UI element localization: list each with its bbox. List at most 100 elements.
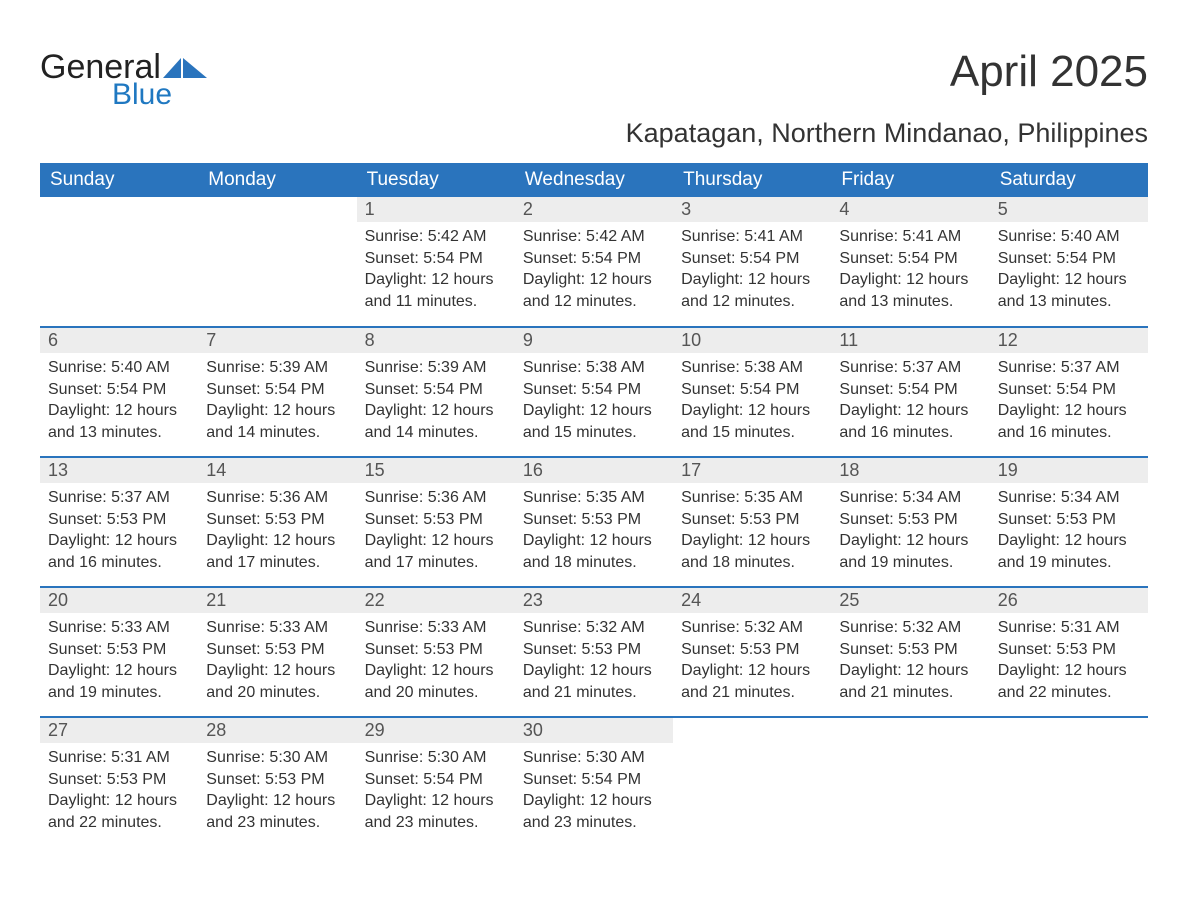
logo-word-blue: Blue xyxy=(112,80,207,110)
day-content: Sunrise: 5:38 AMSunset: 5:54 PMDaylight:… xyxy=(673,353,831,451)
daylight-line: Daylight: 12 hours and 19 minutes. xyxy=(48,660,190,703)
day-content: Sunrise: 5:33 AMSunset: 5:53 PMDaylight:… xyxy=(198,613,356,711)
sunset-line: Sunset: 5:54 PM xyxy=(523,769,665,791)
logo: General Blue xyxy=(40,50,207,110)
day-content: Sunrise: 5:40 AMSunset: 5:54 PMDaylight:… xyxy=(40,353,198,451)
day-content: Sunrise: 5:39 AMSunset: 5:54 PMDaylight:… xyxy=(198,353,356,451)
day-content: Sunrise: 5:41 AMSunset: 5:54 PMDaylight:… xyxy=(831,222,989,320)
daylight-line: Daylight: 12 hours and 22 minutes. xyxy=(998,660,1140,703)
daylight-line: Daylight: 12 hours and 20 minutes. xyxy=(206,660,348,703)
day-number: 28 xyxy=(198,718,356,743)
daylight-line: Daylight: 12 hours and 16 minutes. xyxy=(48,530,190,573)
day-content: Sunrise: 5:32 AMSunset: 5:53 PMDaylight:… xyxy=(673,613,831,711)
day-number: 15 xyxy=(357,458,515,483)
day-number: 22 xyxy=(357,588,515,613)
daylight-line: Daylight: 12 hours and 16 minutes. xyxy=(839,400,981,443)
day-number: 5 xyxy=(990,197,1148,222)
day-content: Sunrise: 5:36 AMSunset: 5:53 PMDaylight:… xyxy=(357,483,515,581)
calendar-day-cell: 5Sunrise: 5:40 AMSunset: 5:54 PMDaylight… xyxy=(990,197,1148,327)
day-number: 7 xyxy=(198,328,356,353)
calendar-day-cell: 4Sunrise: 5:41 AMSunset: 5:54 PMDaylight… xyxy=(831,197,989,327)
calendar-day-cell: 19Sunrise: 5:34 AMSunset: 5:53 PMDayligh… xyxy=(990,457,1148,587)
calendar-day-cell: 10Sunrise: 5:38 AMSunset: 5:54 PMDayligh… xyxy=(673,327,831,457)
daylight-line: Daylight: 12 hours and 19 minutes. xyxy=(998,530,1140,573)
sunrise-line: Sunrise: 5:41 AM xyxy=(681,226,823,248)
sunrise-line: Sunrise: 5:37 AM xyxy=(839,357,981,379)
sunset-line: Sunset: 5:53 PM xyxy=(365,639,507,661)
day-content: Sunrise: 5:37 AMSunset: 5:53 PMDaylight:… xyxy=(40,483,198,581)
sunrise-line: Sunrise: 5:30 AM xyxy=(206,747,348,769)
calendar-week-row: 6Sunrise: 5:40 AMSunset: 5:54 PMDaylight… xyxy=(40,327,1148,457)
sunset-line: Sunset: 5:54 PM xyxy=(998,379,1140,401)
calendar-day-cell: 2Sunrise: 5:42 AMSunset: 5:54 PMDaylight… xyxy=(515,197,673,327)
sunrise-line: Sunrise: 5:42 AM xyxy=(365,226,507,248)
sunrise-line: Sunrise: 5:33 AM xyxy=(48,617,190,639)
daylight-line: Daylight: 12 hours and 17 minutes. xyxy=(365,530,507,573)
day-number: 25 xyxy=(831,588,989,613)
calendar-day-cell: 12Sunrise: 5:37 AMSunset: 5:54 PMDayligh… xyxy=(990,327,1148,457)
daylight-line: Daylight: 12 hours and 18 minutes. xyxy=(681,530,823,573)
daylight-line: Daylight: 12 hours and 19 minutes. xyxy=(839,530,981,573)
sunrise-line: Sunrise: 5:35 AM xyxy=(681,487,823,509)
calendar-day-cell: 22Sunrise: 5:33 AMSunset: 5:53 PMDayligh… xyxy=(357,587,515,717)
day-content: Sunrise: 5:33 AMSunset: 5:53 PMDaylight:… xyxy=(40,613,198,711)
day-content: Sunrise: 5:30 AMSunset: 5:54 PMDaylight:… xyxy=(515,743,673,841)
sunrise-line: Sunrise: 5:32 AM xyxy=(523,617,665,639)
sunset-line: Sunset: 5:53 PM xyxy=(998,509,1140,531)
daylight-line: Daylight: 12 hours and 22 minutes. xyxy=(48,790,190,833)
sunrise-line: Sunrise: 5:40 AM xyxy=(998,226,1140,248)
day-content: Sunrise: 5:34 AMSunset: 5:53 PMDaylight:… xyxy=(831,483,989,581)
calendar-day-cell: 27Sunrise: 5:31 AMSunset: 5:53 PMDayligh… xyxy=(40,717,198,847)
sunset-line: Sunset: 5:54 PM xyxy=(206,379,348,401)
daylight-line: Daylight: 12 hours and 23 minutes. xyxy=(365,790,507,833)
daylight-line: Daylight: 12 hours and 12 minutes. xyxy=(681,269,823,312)
day-content: Sunrise: 5:42 AMSunset: 5:54 PMDaylight:… xyxy=(357,222,515,320)
calendar-week-row: 20Sunrise: 5:33 AMSunset: 5:53 PMDayligh… xyxy=(40,587,1148,717)
daylight-line: Daylight: 12 hours and 17 minutes. xyxy=(206,530,348,573)
daylight-line: Daylight: 12 hours and 16 minutes. xyxy=(998,400,1140,443)
day-content: Sunrise: 5:30 AMSunset: 5:53 PMDaylight:… xyxy=(198,743,356,841)
calendar-day-cell xyxy=(673,717,831,847)
calendar-body: 1Sunrise: 5:42 AMSunset: 5:54 PMDaylight… xyxy=(40,197,1148,847)
calendar-day-cell: 15Sunrise: 5:36 AMSunset: 5:53 PMDayligh… xyxy=(357,457,515,587)
daylight-line: Daylight: 12 hours and 15 minutes. xyxy=(681,400,823,443)
calendar-day-cell: 1Sunrise: 5:42 AMSunset: 5:54 PMDaylight… xyxy=(357,197,515,327)
day-content: Sunrise: 5:34 AMSunset: 5:53 PMDaylight:… xyxy=(990,483,1148,581)
day-number: 24 xyxy=(673,588,831,613)
sunset-line: Sunset: 5:53 PM xyxy=(681,639,823,661)
day-number: 8 xyxy=(357,328,515,353)
day-number: 30 xyxy=(515,718,673,743)
sunset-line: Sunset: 5:53 PM xyxy=(839,509,981,531)
daylight-line: Daylight: 12 hours and 21 minutes. xyxy=(681,660,823,703)
day-content: Sunrise: 5:38 AMSunset: 5:54 PMDaylight:… xyxy=(515,353,673,451)
daylight-line: Daylight: 12 hours and 21 minutes. xyxy=(523,660,665,703)
calendar-day-cell: 21Sunrise: 5:33 AMSunset: 5:53 PMDayligh… xyxy=(198,587,356,717)
sunset-line: Sunset: 5:53 PM xyxy=(365,509,507,531)
sunrise-line: Sunrise: 5:30 AM xyxy=(365,747,507,769)
sunset-line: Sunset: 5:54 PM xyxy=(365,379,507,401)
sunset-line: Sunset: 5:54 PM xyxy=(681,379,823,401)
sunset-line: Sunset: 5:54 PM xyxy=(839,248,981,270)
weekday-header: Monday xyxy=(198,163,356,197)
calendar-day-cell: 13Sunrise: 5:37 AMSunset: 5:53 PMDayligh… xyxy=(40,457,198,587)
calendar-day-cell: 7Sunrise: 5:39 AMSunset: 5:54 PMDaylight… xyxy=(198,327,356,457)
calendar-day-cell xyxy=(831,717,989,847)
day-number: 17 xyxy=(673,458,831,483)
daylight-line: Daylight: 12 hours and 12 minutes. xyxy=(523,269,665,312)
calendar-day-cell: 18Sunrise: 5:34 AMSunset: 5:53 PMDayligh… xyxy=(831,457,989,587)
weekday-header: Sunday xyxy=(40,163,198,197)
sunrise-line: Sunrise: 5:41 AM xyxy=(839,226,981,248)
day-content: Sunrise: 5:31 AMSunset: 5:53 PMDaylight:… xyxy=(40,743,198,841)
calendar-day-cell xyxy=(40,197,198,327)
calendar-page: General Blue April 2025 Kapatagan, North… xyxy=(0,0,1188,887)
daylight-line: Daylight: 12 hours and 18 minutes. xyxy=(523,530,665,573)
sunset-line: Sunset: 5:53 PM xyxy=(839,639,981,661)
weekday-header: Saturday xyxy=(990,163,1148,197)
day-content: Sunrise: 5:30 AMSunset: 5:54 PMDaylight:… xyxy=(357,743,515,841)
sunset-line: Sunset: 5:53 PM xyxy=(206,769,348,791)
sunset-line: Sunset: 5:54 PM xyxy=(365,248,507,270)
calendar-day-cell: 11Sunrise: 5:37 AMSunset: 5:54 PMDayligh… xyxy=(831,327,989,457)
day-number: 14 xyxy=(198,458,356,483)
day-content: Sunrise: 5:32 AMSunset: 5:53 PMDaylight:… xyxy=(515,613,673,711)
calendar-table: Sunday Monday Tuesday Wednesday Thursday… xyxy=(40,163,1148,847)
